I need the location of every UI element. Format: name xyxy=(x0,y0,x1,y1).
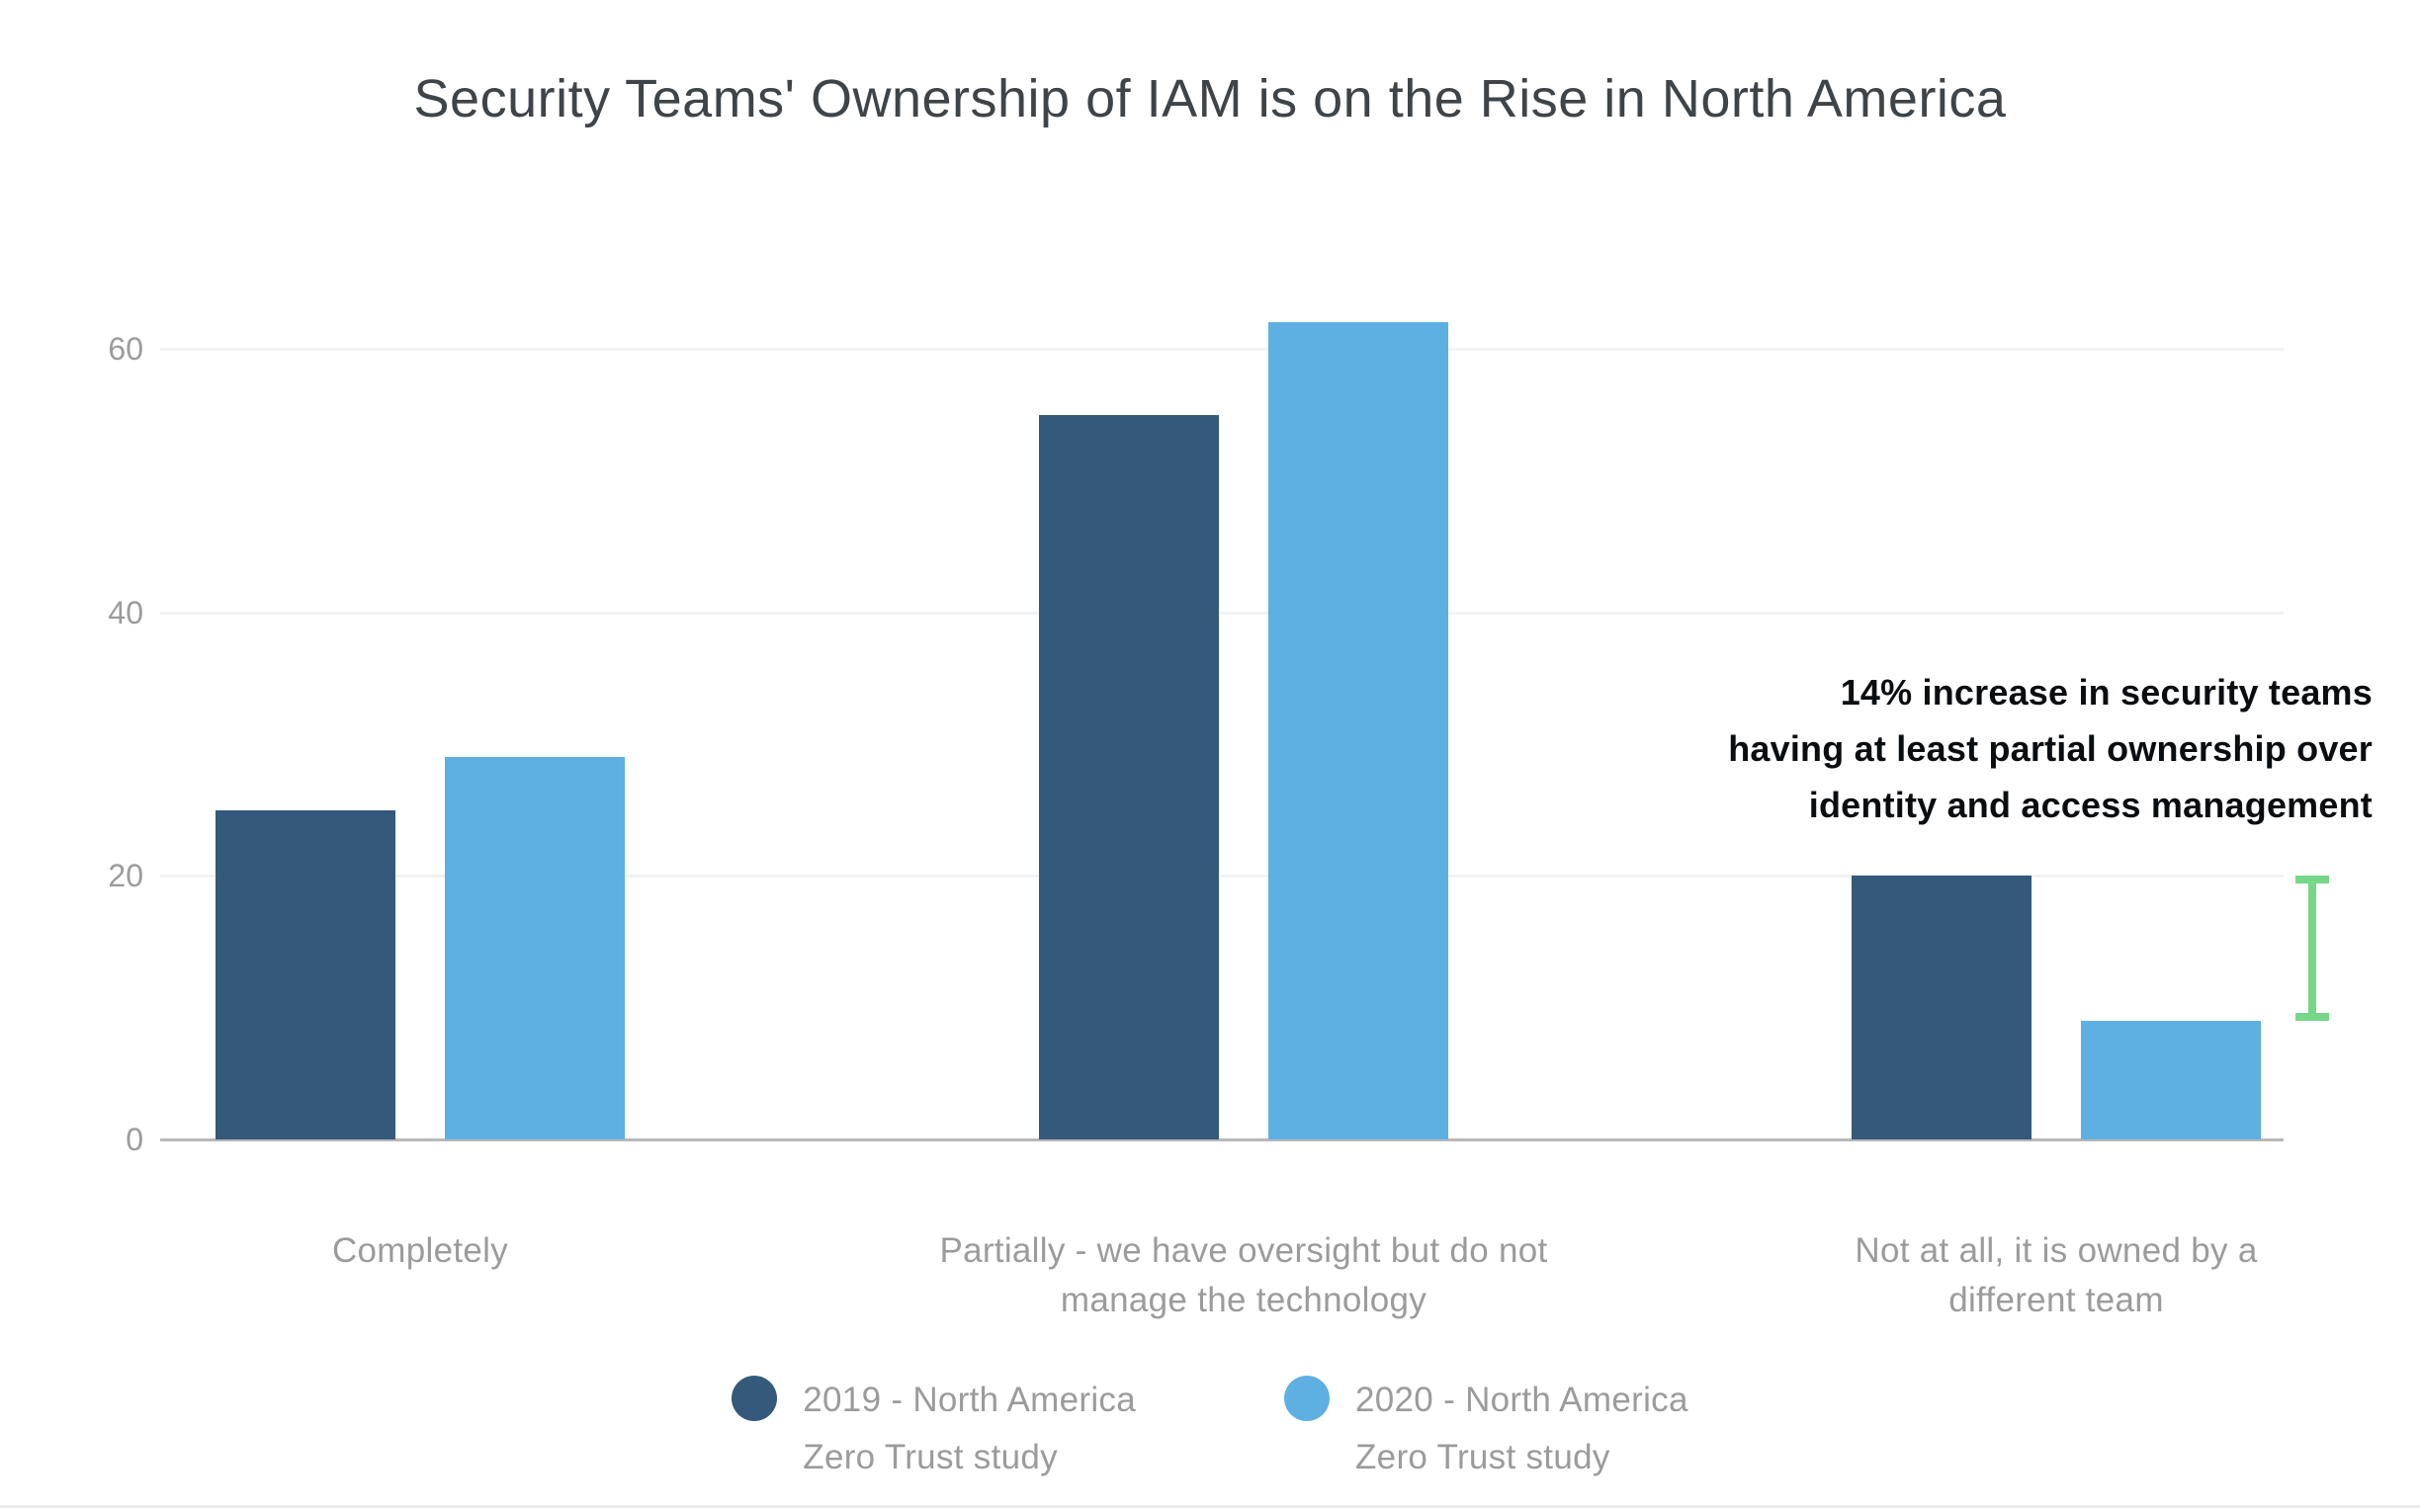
legend-marker-2020 xyxy=(1284,1376,1330,1421)
x-category-label-partially-we-have-oversight-: Partially - we have oversight but do not… xyxy=(779,1226,1708,1325)
annotation-line: 14% increase in security teams xyxy=(1840,672,2373,713)
x-category-label-not-at-all-it-is-owned-by-a-: Not at all, it is owned by a different te… xyxy=(1592,1226,2420,1325)
legend-label-line2: Zero Trust study xyxy=(803,1438,1058,1476)
annotation-text: 14% increase in security teams having at … xyxy=(1728,664,2373,833)
gridline-20 xyxy=(160,875,2284,879)
bar-2020-not-at-all-it-is-owned-by-a-[interactable] xyxy=(2081,1021,2261,1139)
chart-title: Security Teams' Ownership of IAM is on t… xyxy=(413,69,2007,128)
y-tick-40: 40 xyxy=(108,594,143,630)
legend-marker-2019 xyxy=(732,1376,778,1421)
bar-2019-completely[interactable] xyxy=(216,809,395,1139)
x-category-label-line: different team xyxy=(1948,1281,2164,1319)
x-axis-line xyxy=(160,1138,2284,1141)
bracket-stem xyxy=(2308,876,2316,1021)
bar-2019-not-at-all-it-is-owned-by-a-[interactable] xyxy=(1852,876,2031,1139)
bar-2020-completely[interactable] xyxy=(445,757,625,1139)
y-tick-0: 0 xyxy=(126,1122,143,1157)
bar-2020-partially-we-have-oversight-[interactable] xyxy=(1268,322,1448,1139)
legend-label-line1: 2020 - North America xyxy=(1355,1381,1688,1419)
annotation-line: identity and access management xyxy=(1808,785,2373,825)
legend-item-2019[interactable]: 2019 - North America Zero Trust study xyxy=(732,1372,1136,1486)
y-tick-20: 20 xyxy=(108,858,143,894)
x-category-label-line: Completely xyxy=(331,1231,509,1270)
legend-label: 2019 - North America Zero Trust study xyxy=(803,1372,1136,1486)
x-category-label-line: Partially - we have oversight but do not xyxy=(939,1231,1548,1270)
x-category-label-completely: Completely xyxy=(0,1226,885,1276)
legend-item-2020[interactable]: 2020 - North America Zero Trust study xyxy=(1284,1372,1688,1486)
x-category-label-line: Not at all, it is owned by a xyxy=(1855,1231,2258,1270)
bottom-divider xyxy=(0,1505,2420,1508)
bar-2019-partially-we-have-oversight-[interactable] xyxy=(1039,414,1219,1139)
y-tick-60: 60 xyxy=(108,331,143,367)
legend-label-line1: 2019 - North America xyxy=(803,1381,1136,1419)
legend-label-line2: Zero Trust study xyxy=(1355,1438,1610,1476)
gridline-60 xyxy=(160,348,2284,351)
chart-legend: 2019 - North America Zero Trust study 2020… xyxy=(0,1372,2420,1486)
legend-label: 2020 - North America Zero Trust study xyxy=(1355,1372,1688,1486)
annotation-line: having at least partial ownership over xyxy=(1728,728,2373,769)
gridline-40 xyxy=(160,611,2284,615)
increase-bracket xyxy=(2295,876,2329,1021)
x-category-label-line: manage the technology xyxy=(1060,1281,1427,1319)
